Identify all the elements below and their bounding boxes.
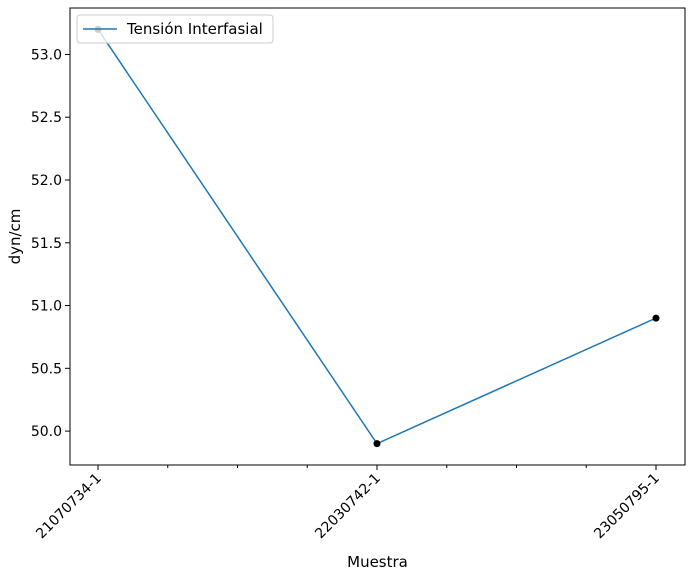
- y-tick-label: 52.5: [31, 110, 62, 126]
- legend-label: Tensión Interfasial: [126, 20, 263, 38]
- legend: Tensión Interfasial: [76, 14, 274, 44]
- y-tick-label: 50.0: [31, 424, 62, 440]
- x-axis-title: Muestra: [347, 553, 408, 571]
- y-tick-label: 50.5: [31, 361, 62, 377]
- y-tick-label: 51.5: [31, 236, 62, 252]
- data-point: [652, 314, 660, 322]
- data-point: [373, 440, 381, 448]
- legend-box: [76, 14, 274, 44]
- y-axis-title: dyn/cm: [6, 209, 24, 265]
- y-tick-label: 51.0: [31, 299, 62, 315]
- y-axis: 50.0 50.5 51.0 51.5 52.0 52.5 53.0: [31, 47, 70, 440]
- y-tick-label: 53.0: [31, 47, 62, 63]
- y-tick-label: 52.0: [31, 173, 62, 189]
